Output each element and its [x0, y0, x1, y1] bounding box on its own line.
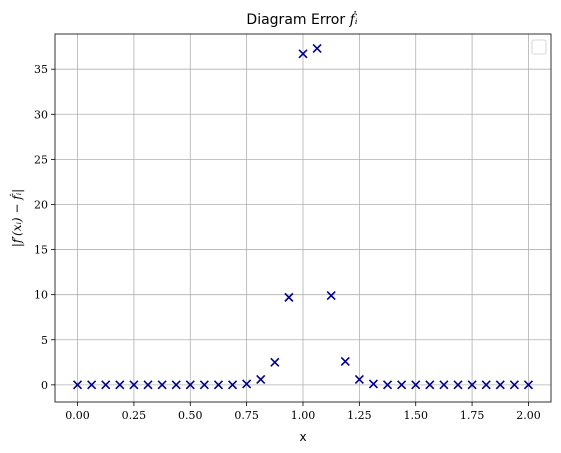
- axis-ticks: 0.00 0.25 0.50 0.75 1.00 1.25 1.50 1.75 2.00 0 5 10…: [34, 63, 541, 422]
- data-point: [326, 291, 336, 301]
- data-point-stroke: [495, 380, 505, 390]
- data-point-stroke: [340, 356, 350, 366]
- grid: [55, 34, 551, 402]
- data-point-stroke: [326, 291, 336, 301]
- x-tick-label-4: 1.00: [291, 409, 316, 422]
- data-point: [199, 380, 209, 390]
- data-point-stroke: [397, 380, 407, 390]
- data-point-stroke: [354, 374, 364, 385]
- y-tick-label-1: 5: [41, 334, 48, 347]
- data-point-stroke: [312, 43, 322, 53]
- data-point-stroke: [382, 380, 393, 390]
- data-point: [72, 380, 83, 390]
- data-point-stroke: [171, 380, 181, 390]
- chart-title-text: Diagram Error: [246, 12, 345, 28]
- data-point: [354, 374, 364, 385]
- data-point: [284, 292, 294, 302]
- data-point-stroke: [523, 380, 534, 390]
- x-tick-label-1: 0.25: [122, 409, 147, 422]
- data-point: [439, 380, 449, 390]
- data-point-stroke: [467, 380, 477, 390]
- data-point: [312, 43, 322, 53]
- data-point-stroke: [157, 380, 167, 390]
- data-point: [481, 380, 491, 390]
- y-axis-label: |f′(xᵢ) − ḟᵢ|: [8, 189, 24, 247]
- data-point: [453, 380, 463, 390]
- data-point-stroke: [115, 380, 125, 390]
- data-point-stroke: [411, 380, 421, 390]
- x-tick-label-2: 0.50: [178, 409, 203, 422]
- data-point: [397, 380, 407, 390]
- data-point: [115, 380, 125, 390]
- y-tick-label-3: 15: [34, 244, 48, 257]
- data-point-stroke: [143, 380, 153, 390]
- data-point: [467, 380, 477, 390]
- legend-box: [531, 39, 547, 55]
- y-tick-label-2: 10: [34, 289, 48, 302]
- data-point: [185, 380, 195, 390]
- data-point: [425, 380, 435, 390]
- data-point: [368, 379, 379, 389]
- x-tick-label-7: 1.75: [460, 409, 485, 422]
- data-point-stroke: [425, 380, 435, 390]
- data-point: [495, 380, 505, 390]
- data-point: [143, 380, 153, 390]
- data-point: [270, 357, 280, 367]
- x-tick-label-3: 0.75: [234, 409, 259, 422]
- data-point-stroke: [298, 49, 308, 59]
- y-tick-label-0: 0: [41, 379, 48, 392]
- data-point: [523, 380, 534, 390]
- y-tick-label-4: 20: [34, 198, 48, 211]
- data-point: [171, 380, 181, 390]
- data-point: [242, 379, 252, 389]
- data-point-stroke: [270, 357, 280, 367]
- data-point: [298, 49, 308, 59]
- data-point-stroke: [199, 380, 209, 390]
- x-tick-label-8: 2.00: [516, 409, 541, 422]
- y-tick-label-5: 25: [34, 153, 48, 166]
- chart-title-math: ḟᵢ: [349, 10, 358, 28]
- data-point-stroke: [185, 380, 195, 390]
- chart-title: Diagram Error ḟᵢ: [246, 10, 357, 28]
- data-point-stroke: [227, 380, 238, 390]
- data-point: [382, 380, 393, 390]
- x-tick-label-5: 1.25: [347, 409, 372, 422]
- data-point-stroke: [129, 380, 139, 390]
- data-point: [157, 380, 167, 390]
- data-point: [129, 380, 139, 390]
- data-point: [411, 380, 421, 390]
- data-point-stroke: [453, 380, 463, 390]
- x-tick-label-6: 1.50: [403, 409, 428, 422]
- data-point-stroke: [284, 292, 294, 302]
- data-point: [256, 374, 266, 385]
- data-point: [340, 356, 350, 366]
- data-point: [87, 380, 97, 390]
- data-point: [509, 380, 519, 390]
- data-point-stroke: [256, 374, 266, 385]
- data-point-stroke: [481, 380, 491, 390]
- data-point-stroke: [368, 379, 379, 389]
- data-point-stroke: [72, 380, 83, 390]
- x-tick-label-0: 0.00: [65, 409, 90, 422]
- x-axis-label: x: [299, 430, 306, 444]
- data-point: [213, 380, 224, 390]
- data-point-stroke: [242, 379, 252, 389]
- data-point-stroke: [213, 380, 224, 390]
- data-point-stroke: [439, 380, 449, 390]
- y-tick-label-7: 35: [34, 63, 48, 76]
- data-point-stroke: [101, 380, 111, 390]
- data-point-stroke: [87, 380, 97, 390]
- y-tick-label-6: 30: [34, 108, 48, 121]
- data-point: [227, 380, 238, 390]
- data-point: [101, 380, 111, 390]
- data-point-stroke: [509, 380, 519, 390]
- data-points: [72, 43, 534, 390]
